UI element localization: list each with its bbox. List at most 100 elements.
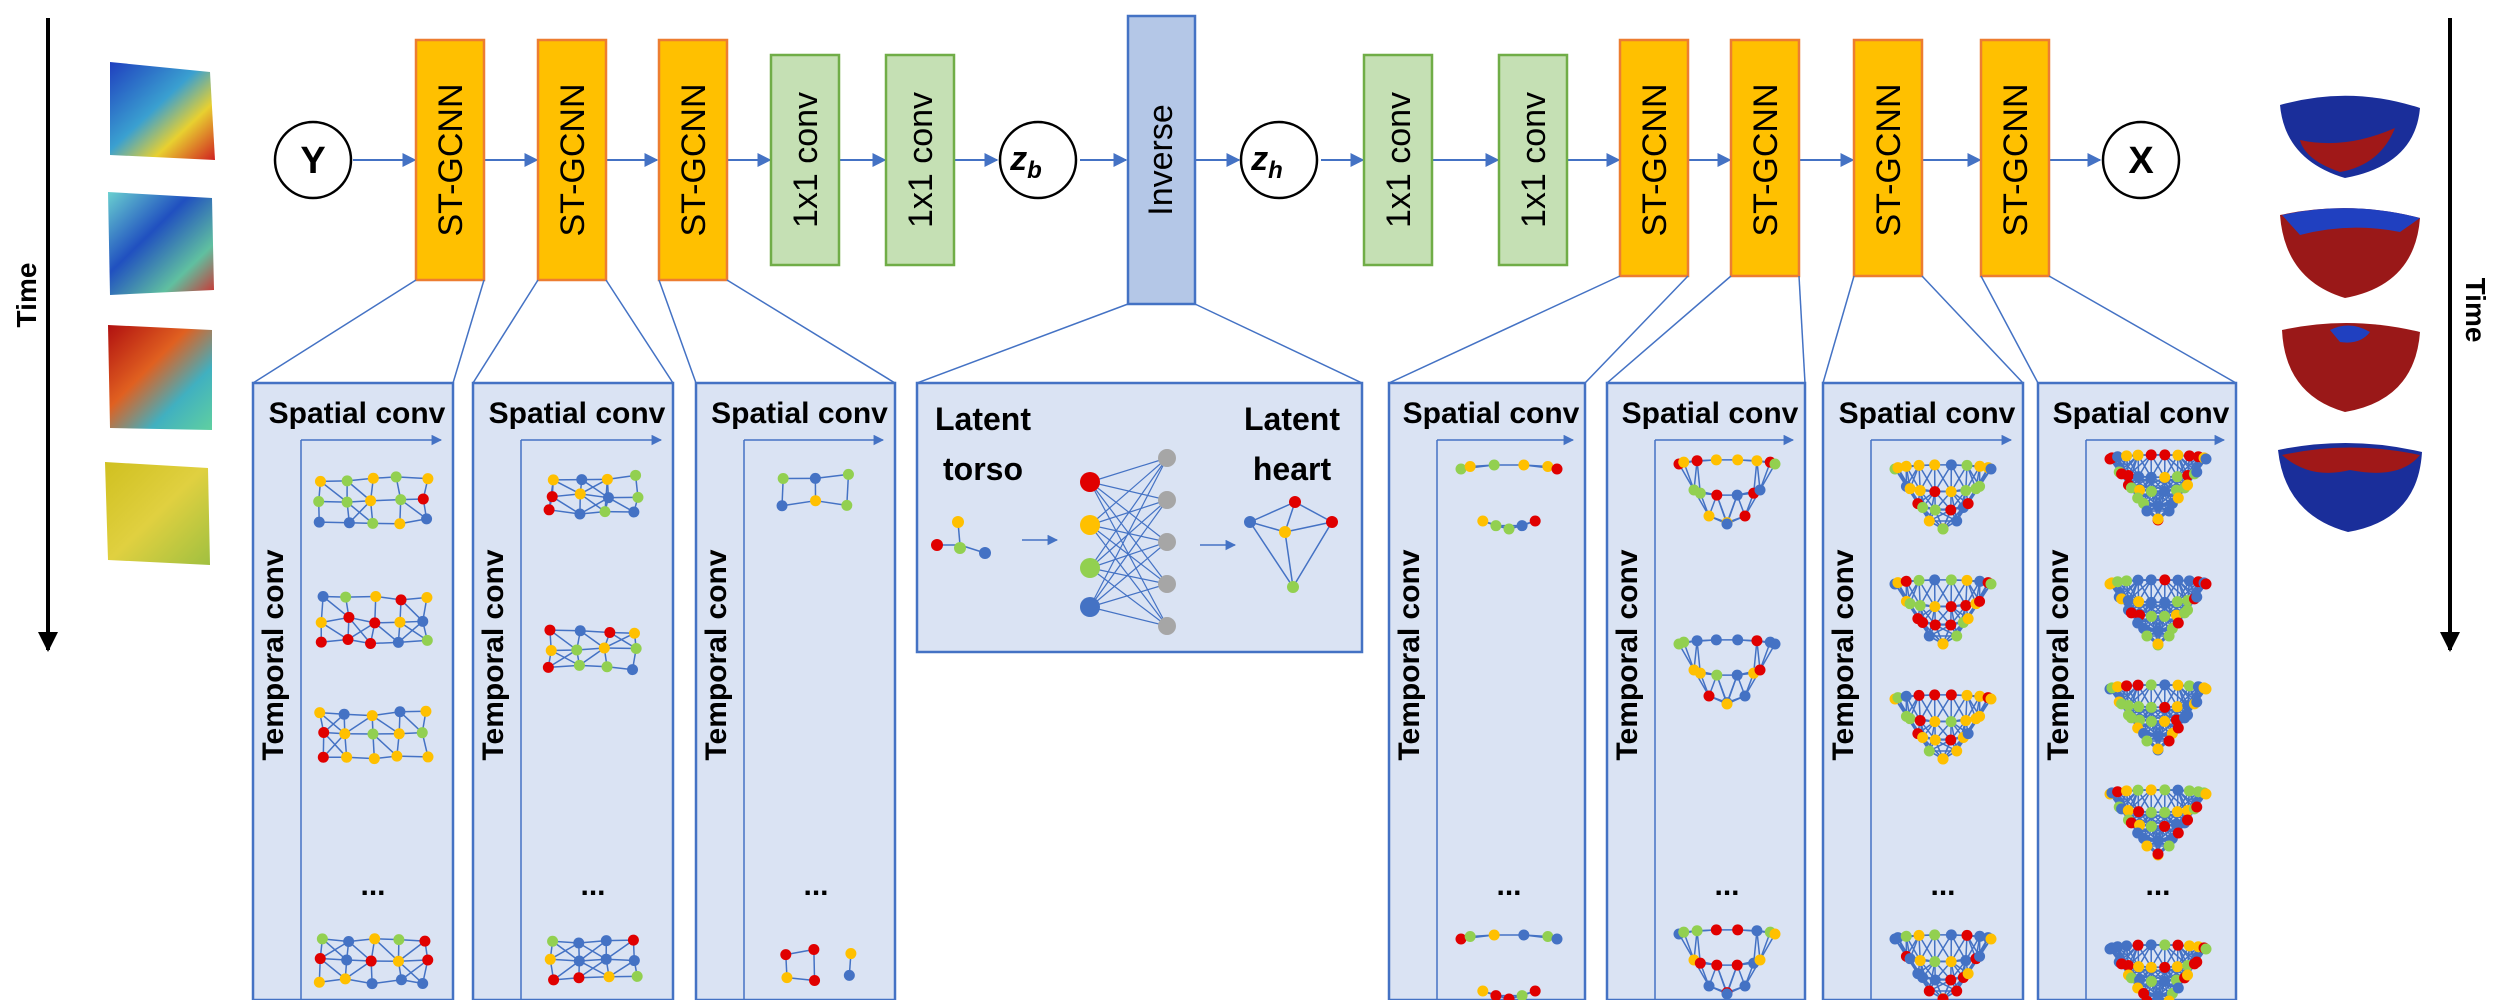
torso-map-3 <box>108 325 212 430</box>
decoder-stgcnn-label: ST-GCNN <box>1747 84 1785 237</box>
encoder-1x1-conv-label: 1x1 conv <box>902 92 940 228</box>
layer-blocks: ST-GCNN ST-GCNN ST-GCNN 1x1 conv 1x1 conv 1x1… <box>414 38 2051 282</box>
decoder-stgcnn-block: ST-GCNN <box>1852 38 1924 278</box>
graph-snapshot <box>544 934 643 986</box>
graph-snapshot <box>1673 924 1781 1000</box>
graph-snapshot <box>2104 784 2212 861</box>
time-axis-left: Time <box>11 18 58 652</box>
encoder-stgcnn-label: ST-GCNN <box>432 84 470 237</box>
decoder-1x1-conv-block: 1x1 conv <box>1362 53 1434 267</box>
inverse-block: Inverse <box>1126 14 1197 306</box>
graph-snapshot <box>315 590 433 649</box>
ellipsis-label: ... <box>803 869 828 902</box>
decoder-stgcnn-block: ST-GCNN <box>1618 38 1690 278</box>
ellipsis-label: ... <box>360 869 385 902</box>
heart-maps <box>2278 95 2422 532</box>
graph-snapshot <box>314 705 434 765</box>
encoder-stgcnn-label: ST-GCNN <box>675 84 713 237</box>
decoder-stgcnn-block: ST-GCNN <box>1729 38 1801 278</box>
encoder-stgcnn-block: ST-GCNN <box>414 38 486 282</box>
temporal-conv-label: Temporal conv <box>700 549 733 760</box>
detail-panels: Spatial conv Temporal conv... Spatial conv… <box>251 275 2238 1000</box>
decoder-1x1-conv-label: 1x1 conv <box>1380 92 1418 228</box>
torso-map-2 <box>108 192 214 295</box>
torso-map-1 <box>110 62 215 160</box>
graph-snapshot <box>780 944 857 987</box>
inverse-panel: Latent torso Latent heart <box>915 303 1364 654</box>
graph-snapshot <box>542 624 642 676</box>
spatial-conv-label: Spatial conv <box>711 397 888 430</box>
node-zh-main: z <box>1250 140 1268 178</box>
latent-heart-line2: heart <box>1253 451 1332 487</box>
spatial-conv-label: Spatial conv <box>1403 397 1580 430</box>
stgcnn-detail-panel: Spatial conv Temporal conv... <box>658 279 897 1000</box>
ellipsis-label: ... <box>1930 869 1955 902</box>
ellipsis-label: ... <box>1714 869 1739 902</box>
stgcnn-detail-panel: Spatial conv Temporal conv... <box>1387 275 1689 1000</box>
graph-snapshot <box>2104 939 2212 1000</box>
spatial-conv-label: Spatial conv <box>1839 397 2016 430</box>
spatial-conv-label: Spatial conv <box>2053 397 2230 430</box>
node-input-label: Y <box>300 140 325 182</box>
node-zh-sub: h <box>1268 157 1283 184</box>
graph-snapshot <box>776 468 854 512</box>
ellipsis-label: ... <box>1496 869 1521 902</box>
graph-snapshot <box>2104 574 2212 651</box>
stgcnn-detail-panel: Spatial conv Temporal conv... <box>1821 275 2025 1000</box>
encoder-stgcnn-block: ST-GCNN <box>536 38 608 282</box>
temporal-conv-label: Temporal conv <box>1611 549 1644 760</box>
graph-snapshot <box>1889 929 1997 1000</box>
graph-snapshot <box>1889 459 1997 535</box>
decoder-stgcnn-label: ST-GCNN <box>1870 84 1908 237</box>
time-label-left: Time <box>11 263 42 328</box>
decoder-stgcnn-label: ST-GCNN <box>1997 84 2035 237</box>
graph-snapshot <box>1455 929 1563 1000</box>
graph-snapshot <box>543 469 644 520</box>
spatial-conv-label: Spatial conv <box>489 397 666 430</box>
svg-text:zb: zb <box>1009 140 1042 184</box>
node-output-x: X <box>2101 120 2181 200</box>
graph-snapshot <box>1673 634 1781 710</box>
stgcnn-detail-panel: Spatial conv Temporal conv... <box>1605 275 1807 1000</box>
node-input-y: Y <box>273 120 353 200</box>
node-zb-main: z <box>1009 140 1027 178</box>
temporal-conv-label: Temporal conv <box>1393 549 1426 760</box>
decoder-1x1-conv-label: 1x1 conv <box>1515 92 1553 228</box>
latent-torso-line1: Latent <box>935 401 1031 437</box>
latent-torso-line2: torso <box>943 451 1023 487</box>
encoder-1x1-conv-block: 1x1 conv <box>769 53 841 267</box>
temporal-conv-label: Temporal conv <box>257 549 290 760</box>
time-axis-right: Time <box>2440 18 2491 652</box>
heart-map-3 <box>2282 322 2420 412</box>
ellipsis-label: ... <box>2145 869 2170 902</box>
graph-snapshot <box>2104 679 2212 756</box>
time-label-right: Time <box>2460 278 2491 343</box>
encoder-stgcnn-label: ST-GCNN <box>554 84 592 237</box>
ellipsis-label: ... <box>580 869 605 902</box>
fully-connected-network-graphic <box>931 449 1338 635</box>
stgcnn-detail-panel: Spatial conv Temporal conv... <box>251 279 485 1000</box>
graph-snapshot <box>1889 689 1997 765</box>
graph-snapshot <box>313 471 434 530</box>
stgcnn-detail-panel: Spatial conv Temporal conv... <box>1980 275 2238 1000</box>
torso-map-4 <box>105 462 210 565</box>
node-zb: zb <box>998 120 1078 200</box>
svg-text:zh: zh <box>1250 140 1283 184</box>
decoder-stgcnn-block: ST-GCNN <box>1979 38 2051 278</box>
graph-snapshot <box>2104 449 2212 526</box>
decoder-1x1-conv-block: 1x1 conv <box>1497 53 1569 267</box>
latent-heart-line1: Latent <box>1244 401 1340 437</box>
spatial-conv-label: Spatial conv <box>269 397 446 430</box>
temporal-conv-label: Temporal conv <box>1827 549 1860 760</box>
decoder-stgcnn-label: ST-GCNN <box>1636 84 1674 237</box>
torso-maps <box>105 62 215 565</box>
graph-snapshot <box>1889 574 1997 650</box>
node-zb-sub: b <box>1027 157 1042 184</box>
graph-snapshot <box>1455 459 1563 535</box>
inverse-label: Inverse <box>1142 104 1180 216</box>
temporal-conv-label: Temporal conv <box>2042 549 2075 760</box>
node-output-label: X <box>2128 140 2154 182</box>
temporal-conv-label: Temporal conv <box>477 549 510 760</box>
encoder-1x1-conv-block: 1x1 conv <box>884 53 956 267</box>
